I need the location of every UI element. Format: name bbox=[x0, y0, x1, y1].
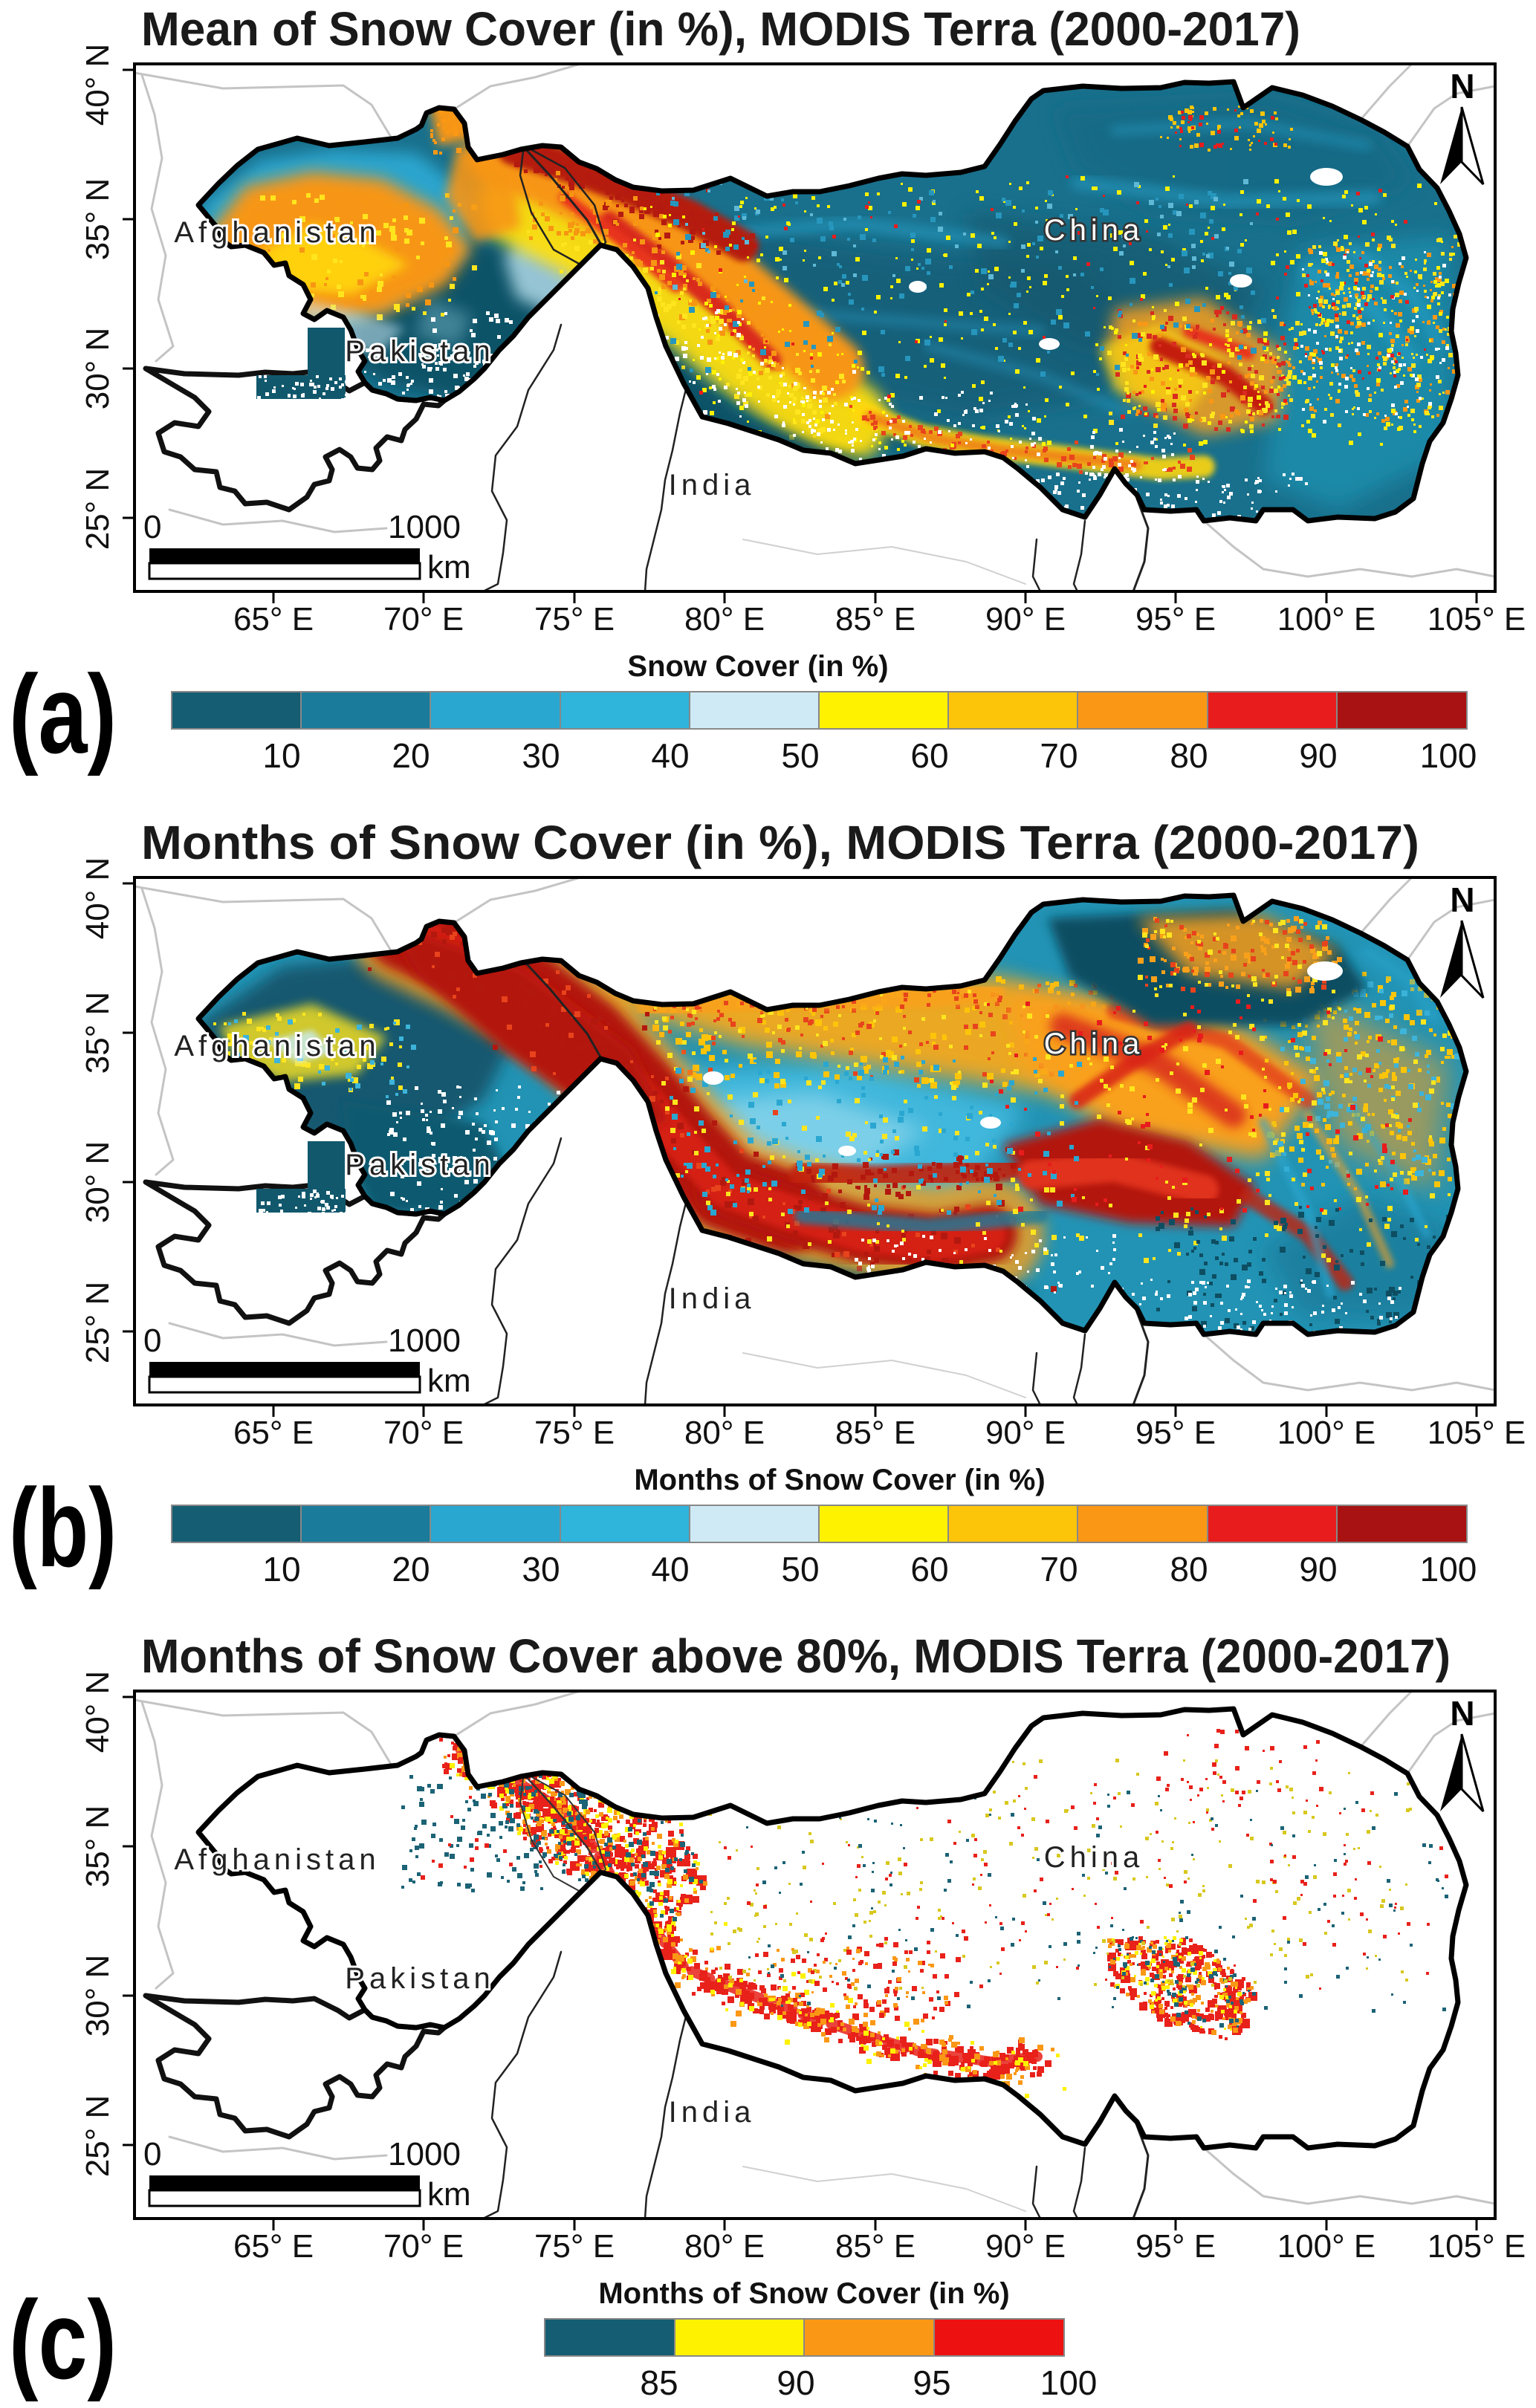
svg-text:85° E: 85° E bbox=[835, 1415, 916, 1451]
svg-text:0: 0 bbox=[143, 1323, 161, 1359]
svg-text:Afghanistan: Afghanistan bbox=[174, 1030, 380, 1062]
svg-text:km: km bbox=[427, 2176, 471, 2213]
svg-text:80° E: 80° E bbox=[684, 601, 765, 637]
svg-text:80: 80 bbox=[1170, 1550, 1208, 1588]
svg-text:Mean of Snow Cover (in %), MOD: Mean of Snow Cover (in %), MODIS Terra (… bbox=[141, 2, 1300, 56]
svg-text:70: 70 bbox=[1040, 736, 1078, 775]
svg-text:Months of Snow Cover (in %): Months of Snow Cover (in %) bbox=[634, 1464, 1045, 1496]
svg-text:40: 40 bbox=[651, 1550, 689, 1588]
svg-text:20: 20 bbox=[392, 1550, 430, 1588]
svg-text:70° E: 70° E bbox=[383, 1415, 464, 1451]
svg-text:70° E: 70° E bbox=[383, 2228, 464, 2265]
svg-text:km: km bbox=[427, 1363, 471, 1399]
svg-text:95: 95 bbox=[913, 2363, 950, 2402]
svg-text:Pakistan: Pakistan bbox=[345, 1149, 494, 1181]
svg-text:30: 30 bbox=[522, 1550, 560, 1588]
svg-text:60: 60 bbox=[910, 736, 948, 775]
svg-text:10: 10 bbox=[262, 1550, 300, 1588]
svg-text:N: N bbox=[1450, 67, 1474, 106]
svg-text:65° E: 65° E bbox=[233, 2228, 314, 2265]
svg-text:35° N: 35° N bbox=[80, 1805, 116, 1888]
svg-text:Afghanistan: Afghanistan bbox=[174, 1843, 380, 1876]
svg-text:105° E: 105° E bbox=[1428, 2228, 1526, 2265]
svg-text:30° N: 30° N bbox=[80, 328, 116, 410]
svg-text:90° E: 90° E bbox=[985, 2228, 1066, 2265]
svg-text:100° E: 100° E bbox=[1277, 2228, 1376, 2265]
svg-text:100: 100 bbox=[1040, 2363, 1098, 2402]
svg-text:1000: 1000 bbox=[388, 2136, 461, 2172]
svg-text:70: 70 bbox=[1040, 1550, 1078, 1588]
svg-text:65° E: 65° E bbox=[233, 1415, 314, 1451]
svg-text:km: km bbox=[427, 549, 471, 585]
svg-text:China: China bbox=[1044, 1028, 1144, 1060]
svg-text:85° E: 85° E bbox=[835, 2228, 916, 2265]
svg-text:85: 85 bbox=[640, 2363, 678, 2402]
svg-text:35° N: 35° N bbox=[80, 992, 116, 1074]
svg-text:95° E: 95° E bbox=[1135, 2228, 1216, 2265]
svg-text:95° E: 95° E bbox=[1135, 1415, 1216, 1451]
svg-text:Months of Snow Cover (in %): Months of Snow Cover (in %) bbox=[598, 2277, 1009, 2310]
svg-text:Pakistan: Pakistan bbox=[345, 335, 494, 368]
svg-text:60: 60 bbox=[910, 1550, 948, 1588]
svg-text:N: N bbox=[1450, 1694, 1474, 1733]
svg-text:China: China bbox=[1044, 1841, 1144, 1874]
svg-text:50: 50 bbox=[781, 736, 819, 775]
svg-text:Pakistan: Pakistan bbox=[345, 1962, 494, 1995]
svg-text:25° N: 25° N bbox=[80, 2095, 116, 2178]
svg-text:65° E: 65° E bbox=[233, 601, 314, 637]
svg-text:70° E: 70° E bbox=[383, 601, 464, 637]
svg-text:35° N: 35° N bbox=[80, 178, 116, 261]
svg-text:105° E: 105° E bbox=[1428, 1415, 1526, 1451]
svg-text:100: 100 bbox=[1420, 1550, 1477, 1588]
svg-text:China: China bbox=[1044, 214, 1144, 247]
svg-text:(c): (c) bbox=[9, 2277, 117, 2402]
svg-text:90° E: 90° E bbox=[985, 601, 1066, 637]
svg-text:1000: 1000 bbox=[388, 509, 461, 545]
svg-text:1000: 1000 bbox=[388, 1323, 461, 1359]
svg-text:India: India bbox=[669, 469, 756, 502]
svg-text:(b): (b) bbox=[9, 1465, 117, 1590]
svg-text:25° N: 25° N bbox=[80, 1282, 116, 1364]
svg-text:40° N: 40° N bbox=[80, 857, 116, 940]
svg-text:40: 40 bbox=[651, 736, 689, 775]
svg-text:50: 50 bbox=[781, 1550, 819, 1588]
svg-text:10: 10 bbox=[262, 736, 300, 775]
svg-text:Months of Snow Cover above 80%: Months of Snow Cover above 80%, MODIS Te… bbox=[141, 1629, 1451, 1683]
svg-text:75° E: 75° E bbox=[534, 1415, 615, 1451]
svg-text:95° E: 95° E bbox=[1135, 601, 1216, 637]
svg-text:20: 20 bbox=[392, 736, 430, 775]
svg-text:100° E: 100° E bbox=[1277, 1415, 1376, 1451]
svg-text:Months of Snow Cover (in %), M: Months of Snow Cover (in %), MODIS Terra… bbox=[141, 816, 1419, 869]
svg-text:N: N bbox=[1450, 880, 1474, 919]
svg-text:85° E: 85° E bbox=[835, 601, 916, 637]
svg-text:25° N: 25° N bbox=[80, 468, 116, 551]
svg-text:India: India bbox=[669, 2096, 756, 2129]
svg-text:90° E: 90° E bbox=[985, 1415, 1066, 1451]
svg-text:105° E: 105° E bbox=[1428, 601, 1526, 637]
svg-text:0: 0 bbox=[143, 2136, 161, 2172]
svg-text:100: 100 bbox=[1420, 736, 1477, 775]
svg-text:90: 90 bbox=[1299, 1550, 1337, 1588]
svg-text:90: 90 bbox=[777, 2363, 814, 2402]
svg-text:30: 30 bbox=[522, 736, 560, 775]
svg-text:India: India bbox=[669, 1282, 756, 1315]
svg-text:40° N: 40° N bbox=[80, 1671, 116, 1753]
svg-text:75° E: 75° E bbox=[534, 2228, 615, 2265]
svg-text:75° E: 75° E bbox=[534, 601, 615, 637]
svg-text:Snow Cover (in %): Snow Cover (in %) bbox=[627, 650, 888, 683]
svg-text:80° E: 80° E bbox=[684, 2228, 765, 2265]
svg-text:30° N: 30° N bbox=[80, 1141, 116, 1224]
svg-text:30° N: 30° N bbox=[80, 1955, 116, 2037]
svg-text:90: 90 bbox=[1299, 736, 1337, 775]
svg-text:40° N: 40° N bbox=[80, 44, 116, 126]
svg-text:0: 0 bbox=[143, 509, 161, 545]
svg-text:80: 80 bbox=[1170, 736, 1208, 775]
svg-text:100° E: 100° E bbox=[1277, 601, 1376, 637]
svg-text:Afghanistan: Afghanistan bbox=[174, 216, 380, 249]
svg-text:(a): (a) bbox=[9, 652, 117, 776]
svg-text:80° E: 80° E bbox=[684, 1415, 765, 1451]
